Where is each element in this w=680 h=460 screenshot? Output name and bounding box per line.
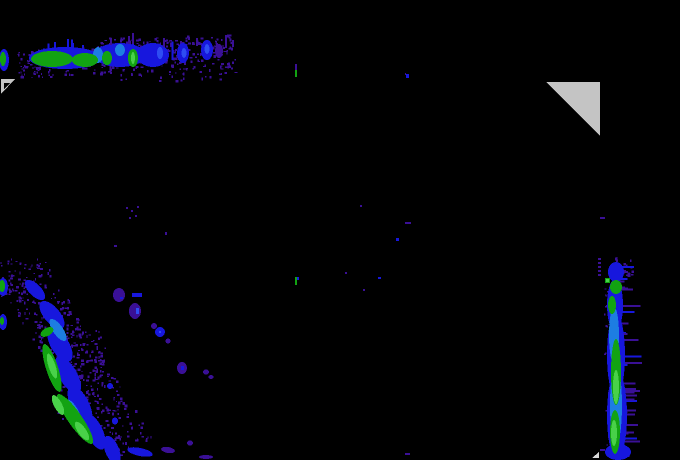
echo-shapes-layer [0,33,642,460]
